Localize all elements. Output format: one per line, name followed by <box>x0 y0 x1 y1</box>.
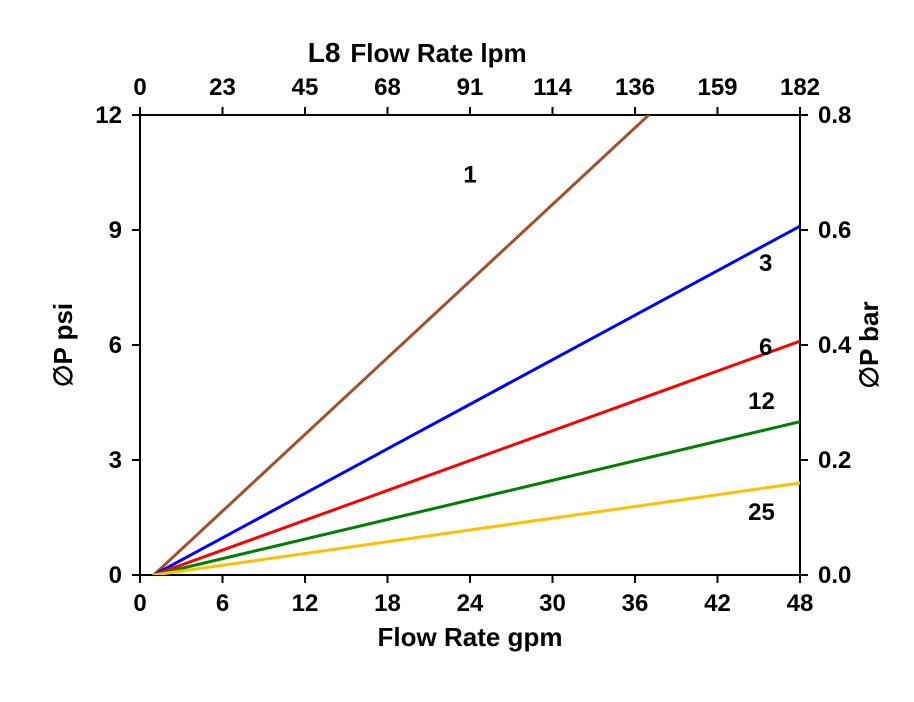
top-title-text: Flow Rate lpm <box>350 38 526 68</box>
top-title-prefix: L8 <box>308 37 341 68</box>
x-bottom-tick-12: 12 <box>292 590 319 617</box>
x-bottom-tick-18: 18 <box>374 590 401 617</box>
series-label-12: 12 <box>748 388 775 415</box>
series-label-1: 1 <box>463 162 476 189</box>
x-top-tick-68: 68 <box>374 74 401 101</box>
x-top-tick-0: 0 <box>133 74 146 101</box>
x-bottom-tick-48: 48 <box>787 590 814 617</box>
x-top-tick-114: 114 <box>533 74 572 101</box>
x-top-tick-91: 91 <box>457 74 484 101</box>
x-bottom-label: Flow Rate gpm <box>378 622 563 652</box>
x-bottom-tick-36: 36 <box>622 590 649 617</box>
x-top-tick-136: 136 <box>615 74 655 101</box>
y-right-label: ∅P bar <box>854 301 884 388</box>
x-bottom-tick-0: 0 <box>133 590 146 617</box>
x-bottom-tick-24: 24 <box>457 590 484 617</box>
series-label-25: 25 <box>748 499 775 526</box>
x-bottom-tick-42: 42 <box>704 590 731 617</box>
y-left-label: ∅P psi <box>48 303 78 387</box>
flow-rate-chart: 13612250612182430364248Flow Rate gpm0234… <box>0 0 914 702</box>
series-label-3: 3 <box>759 250 772 277</box>
x-top-tick-159: 159 <box>697 74 737 101</box>
x-top-tick-45: 45 <box>292 74 319 101</box>
x-top-tick-182: 182 <box>780 74 820 101</box>
y-left-tick-0: 0 <box>109 562 122 589</box>
y-right-tick-0.6: 0.6 <box>818 217 851 244</box>
y-left-tick-12: 12 <box>95 102 122 129</box>
series-label-6: 6 <box>759 334 772 361</box>
y-right-tick-0.8: 0.8 <box>818 102 851 129</box>
y-right-tick-0.4: 0.4 <box>818 332 852 359</box>
x-bottom-tick-30: 30 <box>539 590 566 617</box>
y-right-tick-0: 0.0 <box>818 562 851 589</box>
y-right-tick-0.2: 0.2 <box>818 447 851 474</box>
x-top-tick-23: 23 <box>209 74 236 101</box>
y-left-tick-6: 6 <box>109 332 122 359</box>
y-left-tick-9: 9 <box>109 217 122 244</box>
y-left-tick-3: 3 <box>109 447 122 474</box>
x-bottom-tick-6: 6 <box>216 590 229 617</box>
